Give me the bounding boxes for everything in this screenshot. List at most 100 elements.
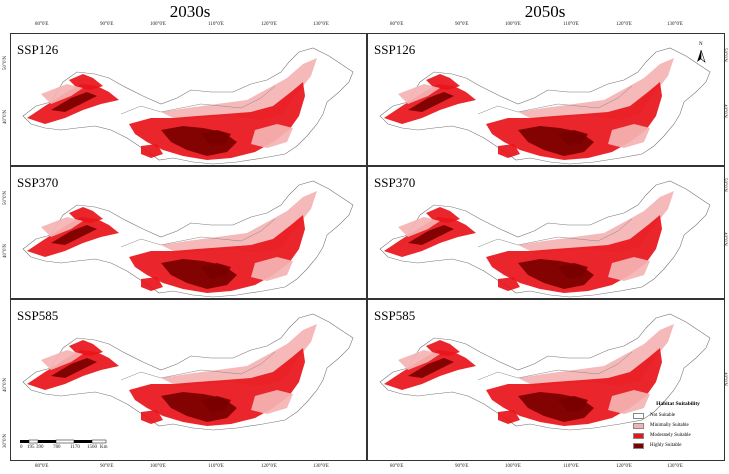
suitability-area: [426, 340, 460, 356]
scenario-label: SSP126: [374, 42, 416, 57]
lat-label: 40°0'N: [3, 377, 8, 392]
suitability-map: [22, 180, 354, 298]
suitability-area: [408, 358, 454, 378]
suitability-area: [141, 277, 163, 291]
province-boundary: [120, 85, 276, 115]
tick-label: 80°0'E: [390, 22, 404, 27]
suitability-area: [41, 350, 83, 370]
legend-item: Minimally Suitable: [633, 421, 723, 430]
suitability-area: [498, 277, 520, 291]
scenario-label: SSP370: [374, 175, 416, 190]
province-boundary: [120, 218, 276, 248]
lat-label: 40°0'N: [3, 243, 8, 258]
suitability-area: [398, 84, 440, 104]
suitability-area: [51, 358, 97, 378]
scale-label: 1170: [70, 445, 80, 450]
suitability-area: [398, 350, 440, 370]
legend-swatch: [633, 422, 644, 429]
scale-label: 0: [20, 445, 23, 450]
suitability-map: [379, 180, 711, 298]
suitability-area: [251, 390, 293, 414]
north-label: N: [699, 42, 703, 47]
column-title-2050s: 2050s: [524, 2, 566, 21]
suitability-map: [22, 47, 354, 165]
tick-label: 100°0'E: [505, 22, 521, 27]
province-boundary: [477, 218, 633, 248]
column-title-2030s: 2030s: [169, 2, 211, 21]
scale-label: 1560: [87, 445, 97, 450]
suitability-area: [498, 144, 520, 158]
scale-label: 390: [36, 445, 44, 450]
tick-label: 100°0'E: [150, 22, 166, 27]
suitability-map: [379, 47, 711, 165]
suitability-map: [379, 313, 711, 431]
tick-label: 80°0'E: [35, 22, 49, 27]
suitability-area: [201, 263, 231, 279]
scenario-label: SSP585: [374, 308, 416, 323]
tick-label: 100°0'E: [150, 464, 166, 469]
suitability-area: [426, 207, 460, 223]
legend-swatch: [633, 442, 644, 449]
suitability-area: [141, 144, 163, 158]
suitability-area: [426, 74, 460, 90]
suitability-area: [69, 207, 103, 223]
suitability-area: [41, 217, 83, 237]
tick-label: 130°0'E: [667, 22, 683, 27]
scale-bar: 0 195 390 780 1170 1560 Km: [20, 439, 110, 453]
legend-item: Not Suitable: [633, 411, 723, 420]
map-panel: SSP585: [367, 299, 725, 461]
suitability-area: [51, 92, 97, 112]
tick-label: 110°0'E: [208, 464, 224, 469]
legend-label: Highly Suitable: [650, 443, 682, 448]
tick-label: 110°0'E: [563, 22, 579, 27]
province-boundary: [120, 351, 276, 381]
suitability-area: [51, 225, 97, 245]
province-boundary: [477, 351, 633, 381]
suitability-area: [608, 390, 650, 414]
suitability-area: [41, 84, 83, 104]
scenario-label: SSP126: [17, 42, 59, 57]
tick-label: 100°0'E: [505, 464, 521, 469]
province-boundary: [477, 85, 633, 115]
map-panel: SSP126: [367, 33, 725, 166]
suitability-area: [558, 396, 588, 412]
tick-label: 120°0'E: [616, 464, 632, 469]
suitability-area: [498, 410, 520, 424]
map-panel: SSP370: [10, 166, 367, 299]
tick-label: 110°0'E: [563, 464, 579, 469]
suitability-area: [69, 74, 103, 90]
legend-item: Highly Suitable: [633, 441, 723, 450]
suitability-area: [398, 217, 440, 237]
legend: Habitat Suitability Not Suitable Minimal…: [633, 401, 723, 451]
scale-label: 195: [27, 445, 35, 450]
lat-label: 30°0'N: [3, 433, 8, 448]
north-arrow: N: [696, 42, 706, 64]
legend-label: Minimally Suitable: [650, 423, 689, 428]
legend-label: Not Suitable: [650, 413, 676, 418]
tick-label: 130°0'E: [667, 464, 683, 469]
suitability-map: [22, 313, 354, 431]
scale-unit: Km: [100, 445, 108, 450]
suitability-area: [69, 340, 103, 356]
suitability-area: [251, 257, 293, 281]
tick-label: 120°0'E: [261, 464, 277, 469]
suitability-area: [608, 124, 650, 148]
scale-bar-graphic: [20, 439, 107, 444]
suitability-area: [408, 92, 454, 112]
scenario-label: SSP585: [17, 308, 59, 323]
legend-swatch: [633, 432, 644, 439]
tick-label: 90°0'E: [100, 464, 114, 469]
suitability-area: [251, 124, 293, 148]
legend-title: Habitat Suitability: [656, 401, 700, 407]
tick-label: 90°0'E: [455, 464, 469, 469]
suitability-area: [558, 263, 588, 279]
tick-label: 130°0'E: [313, 22, 329, 27]
lat-label: 50°0'N: [3, 190, 8, 205]
suitability-area: [608, 257, 650, 281]
tick-label: 90°0'E: [455, 22, 469, 27]
suitability-area: [201, 396, 231, 412]
legend-label: Moderately Suitable: [650, 433, 691, 438]
tick-label: 80°0'E: [35, 464, 49, 469]
tick-label: 120°0'E: [616, 22, 632, 27]
tick-label: 80°0'E: [390, 464, 404, 469]
